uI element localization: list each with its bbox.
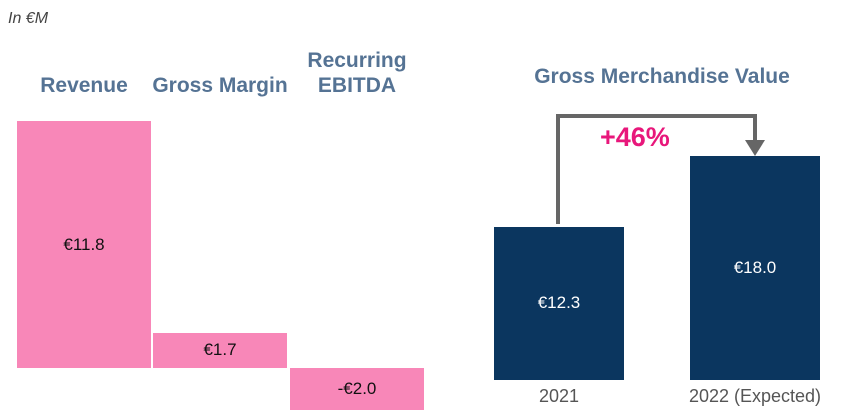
category-label: 2021 — [538, 386, 580, 406]
value-label: -€2.0 — [337, 379, 377, 399]
category-label: Revenue — [40, 74, 128, 97]
value-label: €11.8 — [63, 234, 105, 254]
annotation: +46% — [600, 122, 670, 152]
chart-title: Gross Merchandise Value — [534, 65, 790, 88]
arrow-line — [556, 114, 757, 224]
unit-note: In €M — [8, 10, 49, 27]
value-label: €1.7 — [203, 340, 237, 360]
bar — [17, 121, 151, 369]
bar — [290, 368, 424, 410]
bar — [494, 226, 624, 380]
value-label: €12.3 — [537, 293, 581, 313]
bar — [153, 332, 287, 369]
bar — [690, 156, 820, 380]
category-label: 2022 (Expected) — [688, 386, 822, 406]
category-label: Recurring EBITDA — [307, 49, 407, 97]
value-label: €18.0 — [733, 258, 777, 277]
category-label: Gross Margin — [152, 74, 288, 97]
arrow-head — [745, 140, 765, 156]
